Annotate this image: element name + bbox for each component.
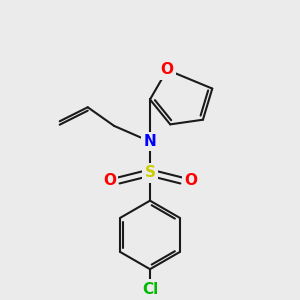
Text: O: O — [184, 173, 197, 188]
Text: Cl: Cl — [142, 282, 158, 297]
Text: O: O — [103, 173, 116, 188]
Text: S: S — [145, 165, 155, 180]
Text: O: O — [160, 62, 174, 77]
Text: N: N — [144, 134, 156, 149]
